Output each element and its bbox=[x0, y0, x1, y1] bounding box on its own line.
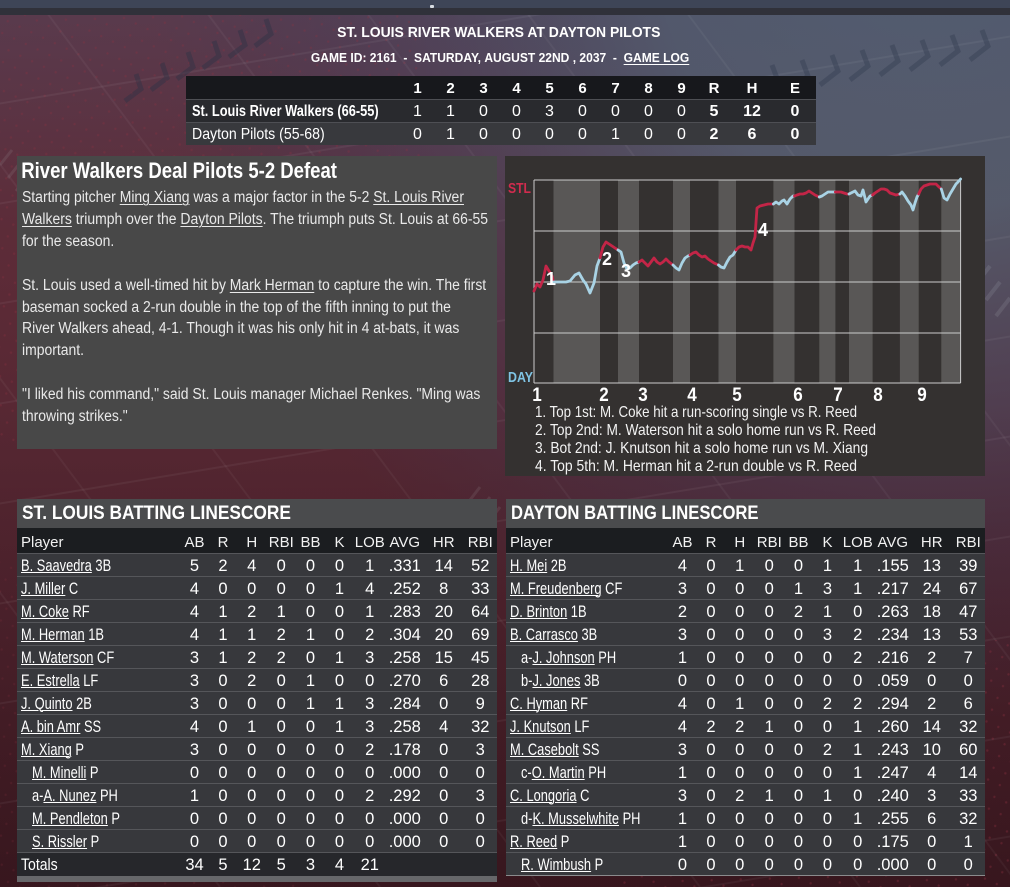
svg-text:7: 7 bbox=[833, 385, 843, 406]
svg-text:8: 8 bbox=[873, 385, 883, 406]
svg-text:1. Top 1st: M. Coke hit a run-: 1. Top 1st: M. Coke hit a run-scoring si… bbox=[535, 404, 857, 421]
svg-text:5: 5 bbox=[732, 385, 742, 406]
svg-text:4: 4 bbox=[758, 220, 768, 240]
svg-text:2: 2 bbox=[599, 385, 609, 406]
svg-text:1: 1 bbox=[532, 385, 542, 406]
svg-text:DAY: DAY bbox=[508, 369, 533, 386]
svg-text:2: 2 bbox=[602, 249, 612, 269]
svg-text:1: 1 bbox=[546, 269, 556, 289]
svg-text:4. Top 5th: M. Herman hit a 2-: 4. Top 5th: M. Herman hit a 2-run double… bbox=[535, 458, 857, 475]
svg-text:6: 6 bbox=[793, 385, 803, 406]
svg-text:3. Bot 2nd: J. Knutson hit a s: 3. Bot 2nd: J. Knutson hit a solo home r… bbox=[535, 440, 868, 457]
svg-text:3: 3 bbox=[638, 385, 648, 406]
svg-text:3: 3 bbox=[621, 261, 631, 281]
svg-text:9: 9 bbox=[917, 385, 927, 406]
svg-text:4: 4 bbox=[687, 385, 697, 406]
svg-text:2. Top 2nd: M. Waterson hit a: 2. Top 2nd: M. Waterson hit a solo home … bbox=[535, 422, 876, 439]
svg-text:STL: STL bbox=[508, 180, 531, 197]
